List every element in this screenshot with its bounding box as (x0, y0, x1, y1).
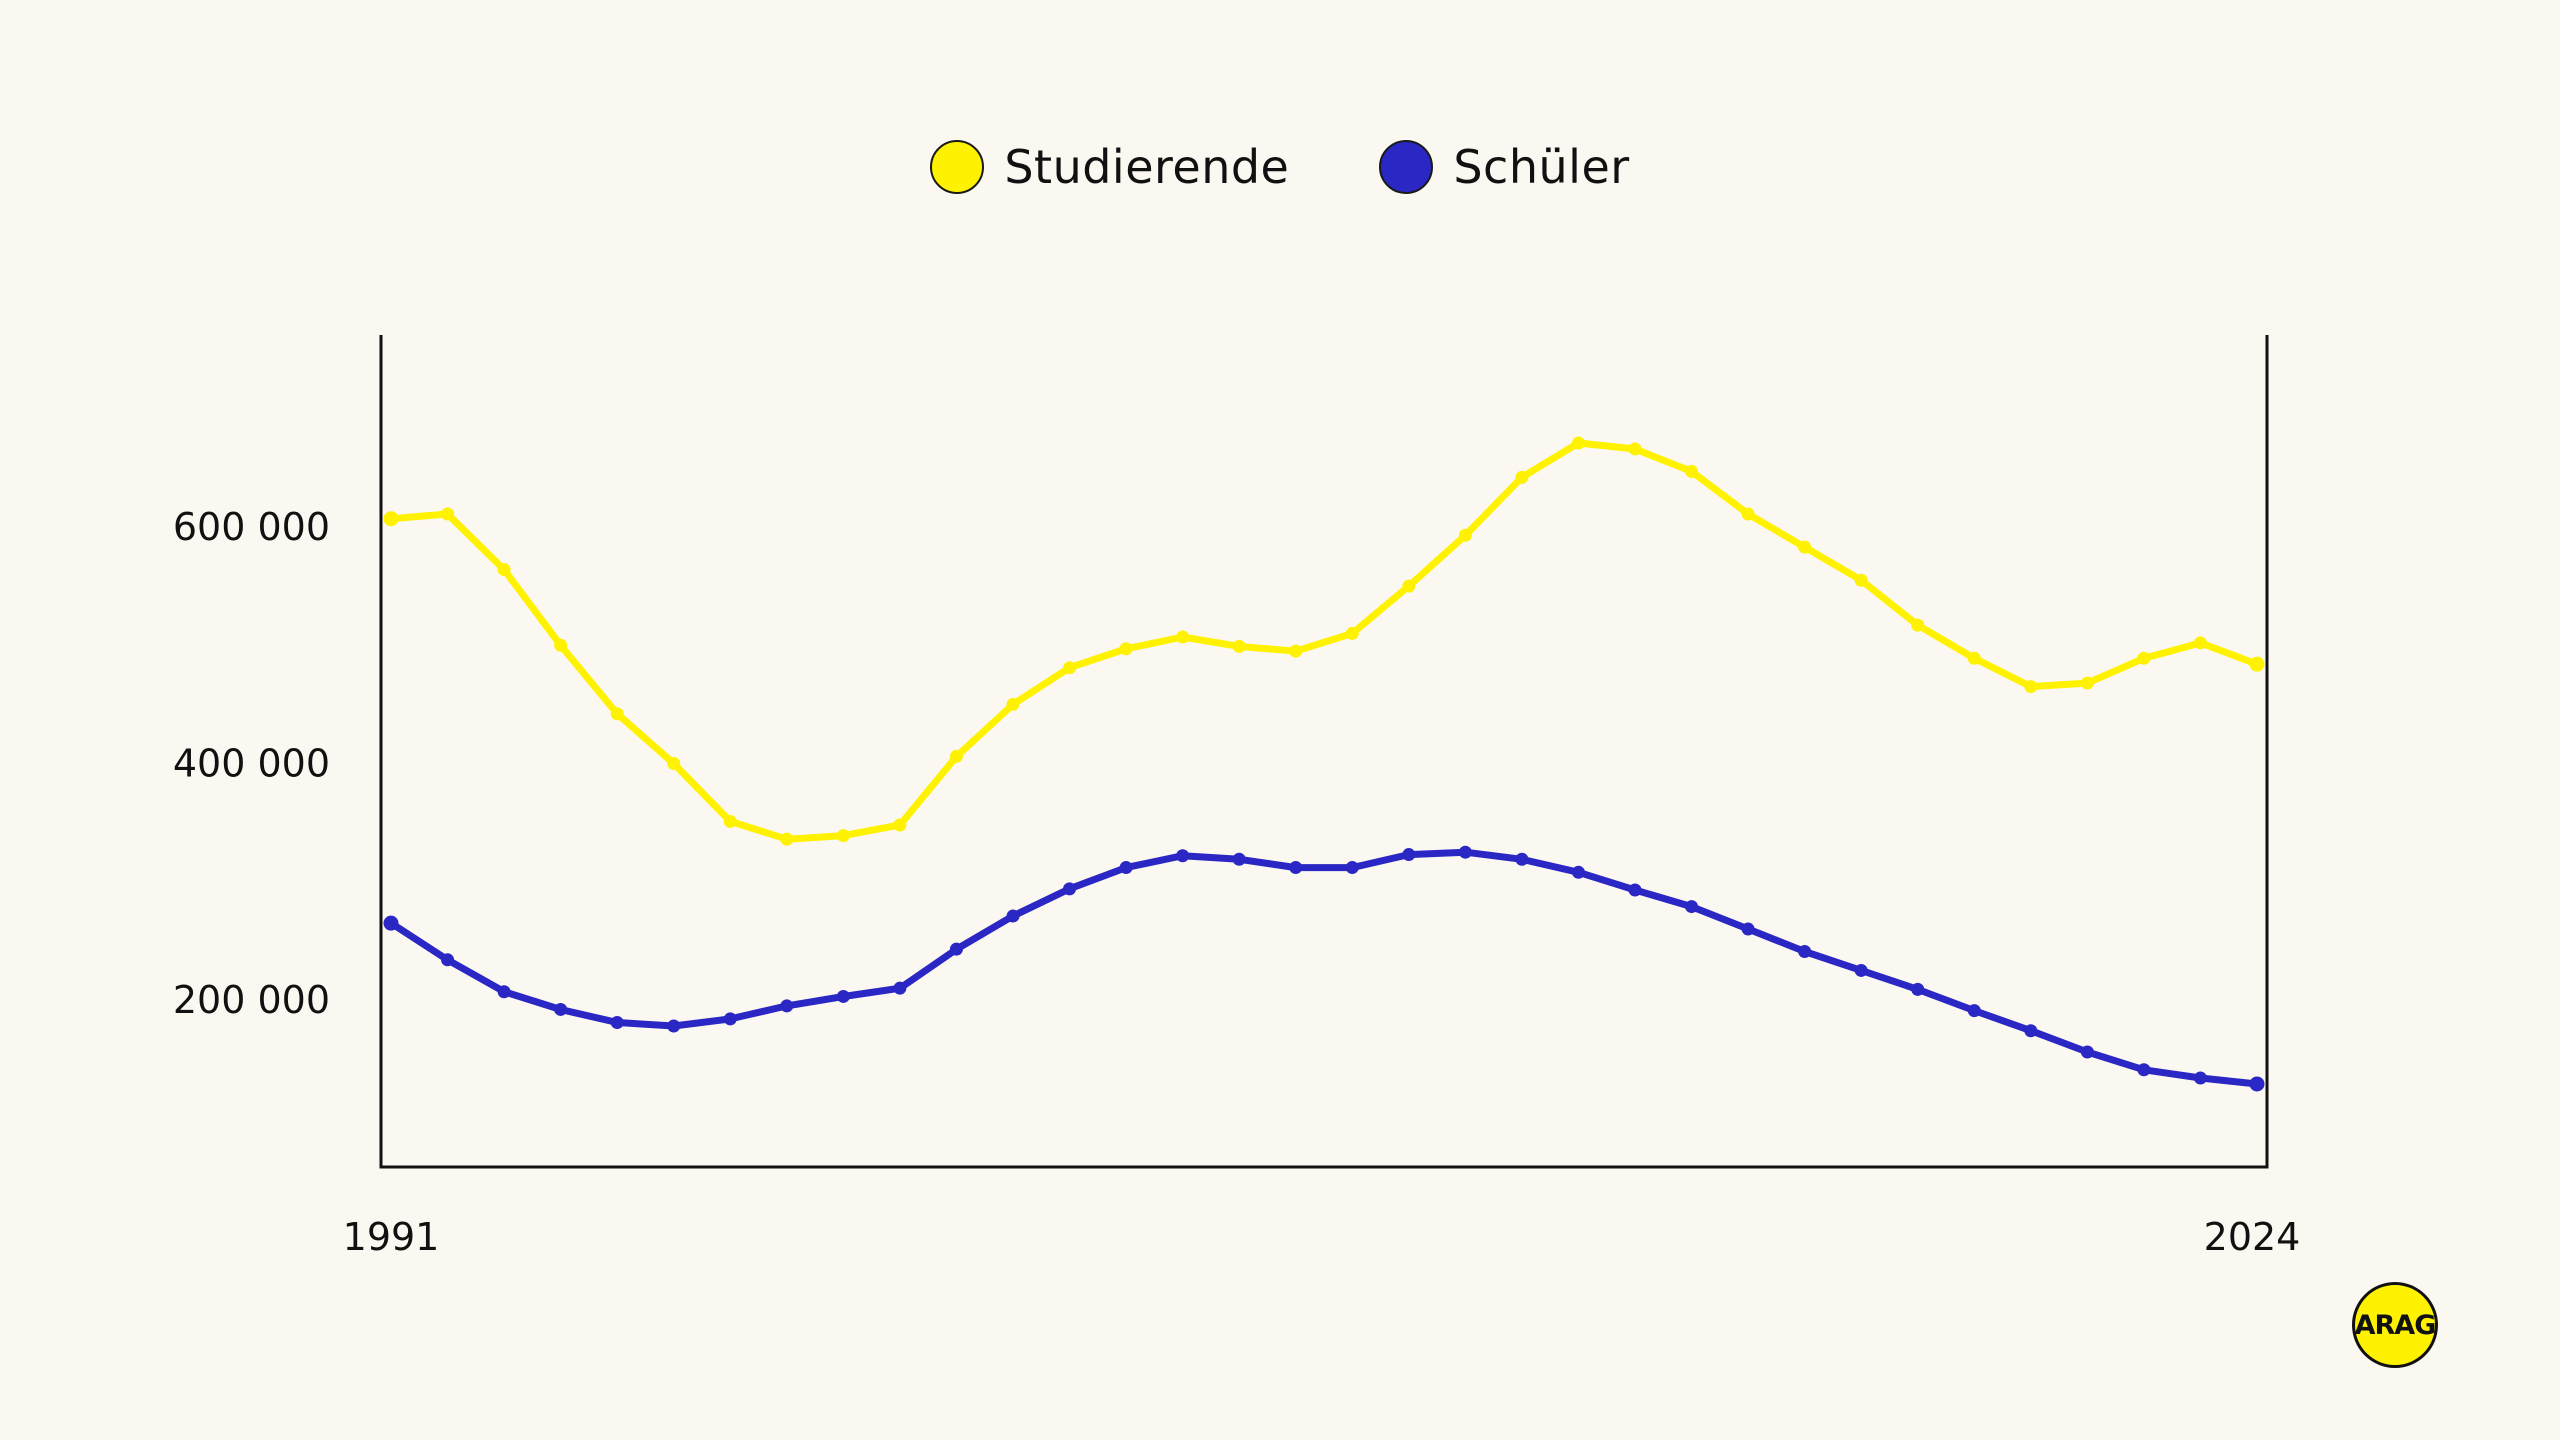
data-point-marker (2193, 636, 2207, 650)
data-point-marker (1741, 507, 1755, 521)
data-point-marker (2193, 1071, 2207, 1085)
y-axis-labels: 600 000 400 000 200 000 (173, 505, 330, 1022)
data-point-marker (610, 707, 624, 721)
data-point-marker (949, 749, 963, 763)
data-point-marker (1289, 644, 1303, 658)
data-point-marker (554, 638, 568, 652)
data-point-marker (2249, 656, 2265, 672)
data-point-marker (1911, 982, 1925, 996)
data-point-marker (2137, 651, 2151, 665)
y-tick-label: 400 000 (173, 742, 330, 786)
data-point-marker (1741, 922, 1755, 936)
series-line (389, 848, 2258, 1088)
data-point-marker (723, 814, 737, 828)
legend-label: Studierende (1004, 140, 1290, 194)
data-point-marker (1798, 540, 1812, 554)
legend-dot-icon (930, 140, 985, 194)
data-point-marker (1063, 882, 1077, 896)
data-point-marker (1232, 852, 1246, 866)
data-point-marker (1571, 436, 1585, 450)
data-point-marker (610, 1015, 624, 1029)
data-point-marker (1854, 573, 1868, 587)
data-point-marker (1515, 470, 1529, 484)
data-point-marker (667, 1019, 681, 1033)
data-point-marker (441, 507, 455, 521)
data-point-marker (1345, 861, 1359, 875)
data-point-marker (1685, 464, 1699, 478)
legend-label: Schüler (1453, 140, 1630, 194)
data-point-marker (780, 832, 794, 846)
data-point-marker (1289, 861, 1303, 875)
data-point-marker (497, 985, 511, 999)
data-point-marker (1515, 852, 1529, 866)
data-point-marker (2024, 1024, 2038, 1038)
axis-frame (379, 335, 2269, 1169)
x-axis-labels: 1991 2024 (343, 1215, 2301, 1259)
data-point-marker (1685, 900, 1699, 914)
data-point-marker (2080, 1045, 2094, 1059)
series-layer (383, 436, 2265, 1092)
data-point-marker (1628, 883, 1642, 897)
chart-legend: Studierende Schüler (0, 140, 2560, 194)
x-tick-label: 2024 (2204, 1215, 2301, 1259)
data-point-marker (1967, 1004, 1981, 1018)
data-point-marker (1402, 848, 1416, 862)
data-point-marker (554, 1002, 568, 1016)
data-point-marker (1458, 845, 1472, 859)
legend-item-studierende: Studierende (930, 140, 1289, 194)
data-point-marker (1119, 642, 1133, 656)
data-point-marker (1967, 651, 1981, 665)
data-point-marker (1176, 849, 1190, 863)
x-tick-label: 1991 (343, 1215, 440, 1259)
series-line (390, 439, 2259, 843)
data-point-marker (1571, 865, 1585, 879)
data-point-marker (836, 829, 850, 843)
data-point-marker (2080, 676, 2094, 690)
data-point-marker (2137, 1063, 2151, 1077)
data-point-marker (667, 757, 681, 770)
data-point-marker (893, 981, 907, 995)
data-point-marker (2249, 1076, 2265, 1092)
legend-dot-icon (1379, 140, 1434, 194)
data-point-marker (1176, 630, 1190, 644)
data-point-marker (836, 989, 850, 1003)
data-point-marker (1854, 963, 1868, 977)
series-studierende (383, 436, 2265, 846)
data-point-marker (2024, 680, 2038, 694)
data-point-marker (1458, 528, 1472, 542)
data-point-marker (723, 1012, 737, 1026)
data-point-marker (383, 511, 399, 527)
legend-item-schueler: Schüler (1379, 140, 1629, 194)
data-point-marker (497, 563, 511, 577)
data-point-marker (893, 818, 907, 832)
data-point-marker (1911, 618, 1925, 632)
y-tick-label: 600 000 (173, 505, 330, 549)
data-point-marker (1006, 697, 1020, 711)
data-point-marker (1345, 626, 1359, 640)
data-point-marker (383, 915, 399, 931)
data-point-marker (1232, 639, 1246, 653)
y-tick-label: 200 000 (173, 978, 330, 1022)
data-point-marker (1798, 945, 1812, 959)
data-point-marker (1402, 579, 1416, 593)
data-point-marker (1628, 442, 1642, 456)
data-point-marker (1063, 661, 1077, 675)
data-point-marker (949, 942, 963, 956)
data-point-marker (780, 999, 794, 1013)
data-point-marker (1119, 861, 1133, 875)
arag-logo: ARAG (2352, 1282, 2438, 1368)
data-point-marker (1006, 909, 1020, 923)
series-schüler (383, 845, 2265, 1092)
data-point-marker (441, 953, 455, 967)
